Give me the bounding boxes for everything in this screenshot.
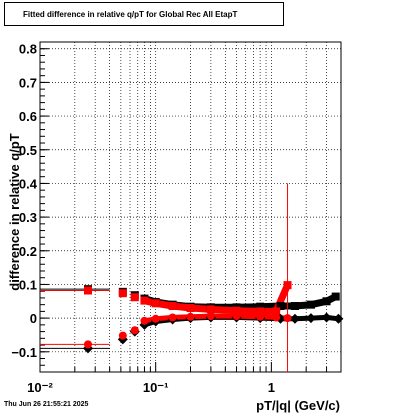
- square-marker: [151, 299, 160, 308]
- circle-marker: [232, 312, 241, 321]
- y-tick-label: 0.3: [19, 210, 37, 225]
- diamond-marker: [305, 313, 316, 324]
- diamond-marker: [289, 313, 300, 324]
- timestamp-footer: Thu Jun 26 21:55:21 2025: [4, 401, 89, 408]
- y-tick-label: 0.2: [19, 244, 37, 259]
- circle-marker: [168, 313, 177, 322]
- square-marker: [168, 302, 177, 310]
- x-axis-label: pT/|q| (GeV/c): [256, 398, 340, 413]
- square-marker: [331, 292, 340, 301]
- circle-marker: [256, 312, 265, 321]
- square-marker: [84, 286, 93, 295]
- y-tick-label: 0.1: [19, 277, 37, 292]
- axis-layer: [39, 41, 342, 373]
- x-tick-label: 10⁻¹: [143, 380, 169, 395]
- square-marker: [256, 307, 265, 316]
- diamond-marker: [333, 313, 344, 324]
- data-layer: [40, 183, 344, 372]
- plot-frame: [39, 41, 342, 373]
- x-tick-label: 10⁻²: [27, 380, 53, 395]
- square-marker: [206, 305, 215, 314]
- circle-marker: [118, 331, 127, 340]
- chart-title-box: Fitted difference in relative q/pT for G…: [4, 2, 284, 26]
- label-layer: −0.1 0 0.1 0.2 0.3 0.4 0.5 0.6 0.7 0.8 10⁻² 10⁻¹ 1: [11, 42, 275, 395]
- circle-marker: [283, 314, 292, 323]
- y-tick-label: 0.8: [19, 42, 37, 57]
- square-marker: [118, 289, 127, 298]
- y-tick-label: 0.4: [19, 176, 38, 191]
- y-tick-label: 0.6: [19, 109, 37, 124]
- x-tick-label: 1: [268, 380, 275, 395]
- square-marker: [232, 306, 241, 315]
- square-marker: [283, 281, 292, 290]
- square-marker: [272, 307, 281, 316]
- square-marker: [130, 293, 139, 302]
- square-marker: [186, 304, 195, 313]
- square-marker: [306, 300, 315, 309]
- y-axis-label: difference in relative q/pT: [7, 133, 22, 291]
- circle-marker: [272, 313, 281, 322]
- square-marker: [322, 297, 331, 306]
- diamond-marker: [321, 312, 332, 323]
- y-tick-label: 0.7: [19, 75, 37, 90]
- square-marker: [256, 302, 265, 311]
- circle-marker: [84, 340, 93, 349]
- square-marker: [290, 302, 299, 310]
- circle-marker: [140, 316, 149, 325]
- circle-marker: [130, 326, 139, 335]
- circle-marker: [151, 314, 160, 323]
- square-marker: [276, 302, 285, 310]
- square-marker: [140, 296, 149, 305]
- y-tick-label: 0: [30, 311, 37, 326]
- y-tick-label: −0.1: [11, 345, 37, 360]
- circle-marker: [206, 312, 215, 321]
- y-tick-label: 0.5: [19, 143, 37, 158]
- chart-title: Fitted difference in relative q/pT for G…: [23, 10, 238, 19]
- circle-marker: [186, 312, 195, 321]
